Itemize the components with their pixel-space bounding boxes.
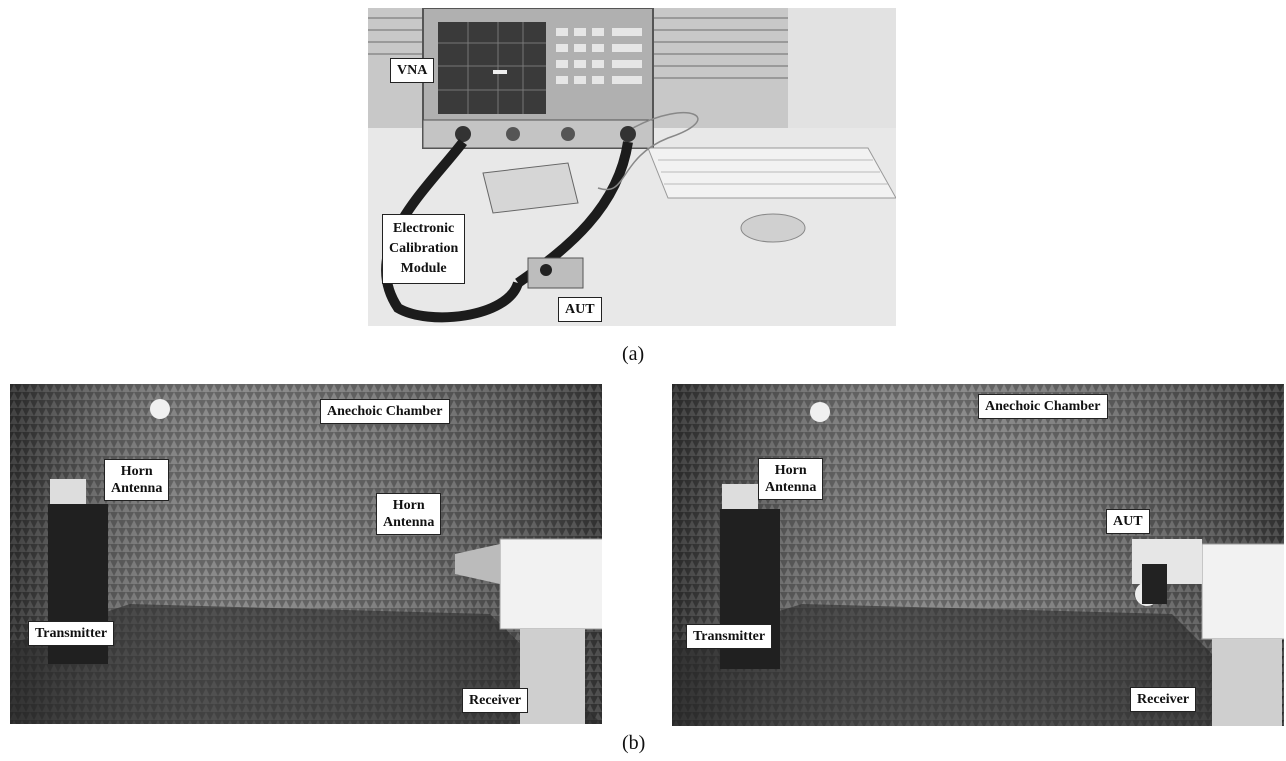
photo-chamber-aut: Anechoic Chamber Horn Antenna AUT Transm… <box>672 384 1284 726</box>
transmitter-label-right: Transmitter <box>686 624 773 649</box>
ecal-label-line1: Electronic <box>393 221 455 236</box>
vna-label: VNA <box>390 58 435 83</box>
ecal-label-line2: Calibration <box>389 241 459 256</box>
rx-horn-label: Horn Antenna <box>376 493 442 535</box>
chamber-aut-illustration <box>672 384 1284 726</box>
chamber-label-right: Anechoic Chamber <box>978 394 1108 419</box>
tx-horn-right-line2: Antenna <box>765 480 817 495</box>
rx-horn-line2: Antenna <box>383 515 435 530</box>
transmitter-label: Transmitter <box>28 621 115 646</box>
rx-horn-line1: Horn <box>392 498 425 513</box>
aut-label: AUT <box>558 297 602 322</box>
ecal-label-line3: Module <box>400 261 447 276</box>
chamber-horn-illustration <box>10 384 602 724</box>
chamber-label: Anechoic Chamber <box>320 399 450 424</box>
aut-label-right: AUT <box>1106 509 1150 534</box>
tx-horn-right-line1: Horn <box>774 463 807 478</box>
caption-b: (b) <box>622 732 646 754</box>
tx-horn-label: Horn Antenna <box>104 459 170 501</box>
tx-horn-line1: Horn <box>120 464 153 479</box>
caption-a: (a) <box>622 343 645 365</box>
photo-vna-setup: VNA Electronic Calibration Module AUT <box>368 8 896 326</box>
photo-chamber-horn: Anechoic Chamber Horn Antenna Horn Anten… <box>10 384 602 724</box>
ecal-label: Electronic Calibration Module <box>382 214 466 284</box>
receiver-label: Receiver <box>462 688 529 713</box>
tx-horn-label-right: Horn Antenna <box>758 458 824 500</box>
receiver-label-right: Receiver <box>1130 687 1197 712</box>
tx-horn-line2: Antenna <box>111 481 163 496</box>
